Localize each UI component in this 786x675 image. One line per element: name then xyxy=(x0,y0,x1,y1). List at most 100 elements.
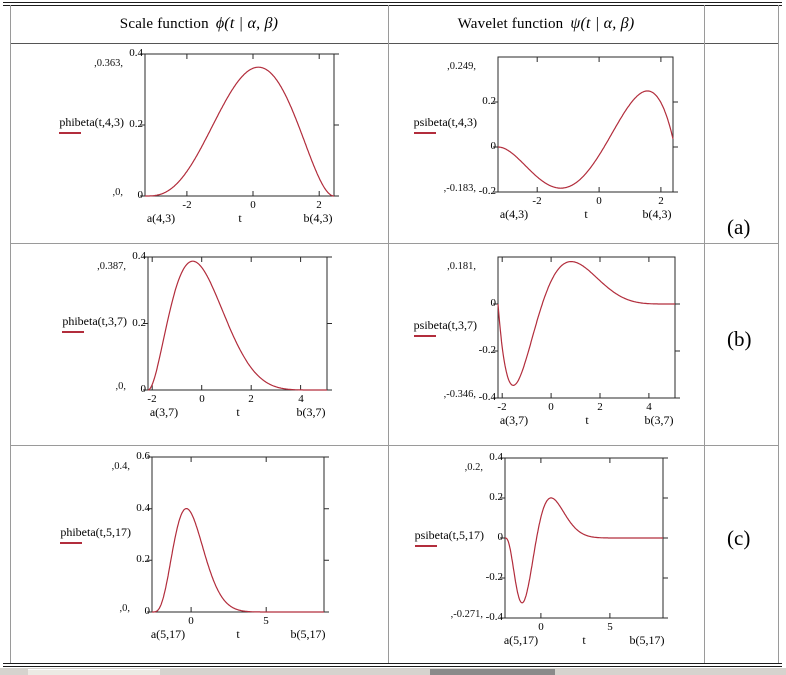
y-axis-lower-limit-field[interactable]: ,0, xyxy=(115,381,127,392)
x-tick-label: 0 xyxy=(188,615,194,627)
curve-trace-psibeta(t,5,17) xyxy=(504,497,664,604)
y-axis-lower-limit-field[interactable]: ,-0.271, xyxy=(450,609,483,620)
y-tick-label: 0.4 xyxy=(136,502,150,514)
x-tick-label: 2 xyxy=(316,199,322,211)
taskbar-button-light[interactable] xyxy=(28,669,160,675)
x-axis-lower-limit-label: a(4,3) xyxy=(499,207,529,221)
x-axis-upper-limit-label: b(3,7) xyxy=(644,413,674,427)
x-tick-label: 4 xyxy=(298,393,304,405)
y-axis-lower-limit-field[interactable]: ,0, xyxy=(112,187,124,198)
trace-legend-label: psibeta(t,5,17) xyxy=(414,528,484,542)
plot-region-psibeta(t,5,17)[interactable] xyxy=(497,450,671,626)
x-tick-label: 4 xyxy=(646,401,652,413)
x-axis-variable-label: t xyxy=(236,627,240,641)
table-border-left xyxy=(10,5,11,663)
curve-trace-phibeta(t,3,7) xyxy=(147,260,327,391)
header-wavelet-label: Wavelet function xyxy=(457,15,564,32)
y-axis-lower-limit-field[interactable]: ,-0.346, xyxy=(443,389,476,400)
x-tick-label: -2 xyxy=(182,199,192,211)
plot-region-psibeta(t,3,7)[interactable] xyxy=(490,249,683,406)
x-axis-upper-limit-label: b(3,7) xyxy=(296,405,326,419)
header-divider xyxy=(10,43,778,44)
header-scale-label: Scale function xyxy=(119,15,209,32)
x-tick-label: 0 xyxy=(548,401,554,413)
x-tick-label: 0 xyxy=(596,195,602,207)
x-axis-lower-limit-label: a(3,7) xyxy=(149,405,179,419)
x-axis-variable-label: t xyxy=(238,211,242,225)
row-divider-b-c xyxy=(10,445,778,446)
axis-tick-marks xyxy=(143,256,332,391)
y-tick-label: -0.4 xyxy=(478,391,496,403)
x-tick-label: -2 xyxy=(497,401,507,413)
trace-legend-label: phibeta(t,5,17) xyxy=(60,525,131,539)
y-tick-label: 0.2 xyxy=(489,491,503,503)
plot-region-psibeta(t,4,3)[interactable] xyxy=(490,49,681,200)
header-scale-function: Scale function ϕ(t | α, β) xyxy=(10,6,388,42)
taskbar-strip xyxy=(0,668,786,675)
table-border-right xyxy=(778,5,779,663)
x-tick-label: 0 xyxy=(250,199,256,211)
x-tick-label: -2 xyxy=(532,195,542,207)
x-axis-lower-limit-label: a(4,3) xyxy=(146,211,176,225)
axis-tick-marks xyxy=(500,457,668,619)
trace-legend: phibeta(t,4,3) xyxy=(59,116,124,134)
trace-legend: psibeta(t,3,7) xyxy=(413,318,477,337)
x-axis-lower-limit-label: a(5,17) xyxy=(150,627,186,641)
plot-region-phibeta(t,5,17)[interactable] xyxy=(144,449,332,620)
axis-box xyxy=(151,456,325,613)
y-tick-label: -0.2 xyxy=(478,344,496,356)
y-axis-lower-limit-field[interactable]: ,0, xyxy=(119,603,131,614)
table-bottom-rule-2 xyxy=(3,666,782,667)
trace-legend-line-sample xyxy=(413,335,436,337)
plot-region-phibeta(t,4,3)[interactable] xyxy=(137,46,342,204)
y-axis-upper-limit-field[interactable]: ,0.249, xyxy=(447,61,476,72)
trace-legend: phibeta(t,5,17) xyxy=(60,526,131,544)
header-wavelet-function: Wavelet function ψ(t | α, β) xyxy=(388,6,704,42)
y-axis-upper-limit-field[interactable]: ,0.181, xyxy=(447,261,476,272)
trace-legend-label: phibeta(t,3,7) xyxy=(62,314,127,328)
y-axis-upper-limit-field[interactable]: ,0.363, xyxy=(94,58,123,69)
y-tick-label: 0 xyxy=(497,531,504,543)
y-axis-upper-limit-field[interactable]: ,0.2, xyxy=(464,462,483,473)
y-tick-label: 0.6 xyxy=(136,450,150,462)
axis-box xyxy=(147,256,328,391)
y-tick-label: -0.4 xyxy=(485,611,503,623)
trace-legend-label: phibeta(t,4,3) xyxy=(59,115,124,129)
x-tick-label: -2 xyxy=(147,393,157,405)
curve-trace-phibeta(t,5,17) xyxy=(152,507,324,613)
taskbar-button-dark[interactable] xyxy=(430,669,555,675)
x-axis-variable-label: t xyxy=(582,633,586,647)
y-axis-lower-limit-field[interactable]: ,-0.183, xyxy=(443,183,476,194)
axis-box xyxy=(497,56,674,193)
trace-legend-line-sample xyxy=(62,331,85,333)
y-tick-label: -0.2 xyxy=(478,185,496,197)
y-axis-upper-limit-field[interactable]: ,0.4, xyxy=(111,461,130,472)
plot-region-phibeta(t,3,7)[interactable] xyxy=(140,249,335,398)
curve-trace-psibeta(t,3,7) xyxy=(497,261,675,386)
y-tick-label: 0.4 xyxy=(132,250,146,262)
y-tick-label: 0.2 xyxy=(132,317,146,329)
axis-box xyxy=(497,256,676,399)
trace-legend: psibeta(t,5,17) xyxy=(414,528,484,547)
trace-legend-line-sample xyxy=(59,132,82,134)
x-tick-label: 2 xyxy=(658,195,664,207)
row-divider-a-b xyxy=(10,243,778,244)
trace-legend-label: psibeta(t,3,7) xyxy=(413,318,477,332)
x-tick-label: 5 xyxy=(263,615,269,627)
x-tick-label: 5 xyxy=(607,621,613,633)
x-axis-variable-label: t xyxy=(584,207,588,221)
axis-tick-marks xyxy=(493,57,678,193)
y-tick-label: 0 xyxy=(490,140,497,152)
y-tick-label: 0 xyxy=(137,189,144,201)
table-bottom-rule-1 xyxy=(3,663,782,664)
y-tick-label: 0.4 xyxy=(489,451,503,463)
y-axis-upper-limit-field[interactable]: ,0.387, xyxy=(97,261,126,272)
trace-legend-label: psibeta(t,4,3) xyxy=(413,115,477,129)
axis-tick-marks xyxy=(493,257,680,399)
header-scale-math: ϕ(t | α, β) xyxy=(215,15,279,32)
trace-legend: phibeta(t,3,7) xyxy=(62,315,127,333)
y-tick-label: 0 xyxy=(140,383,147,395)
x-axis-lower-limit-label: a(5,17) xyxy=(503,633,539,647)
x-axis-variable-label: t xyxy=(236,405,240,419)
